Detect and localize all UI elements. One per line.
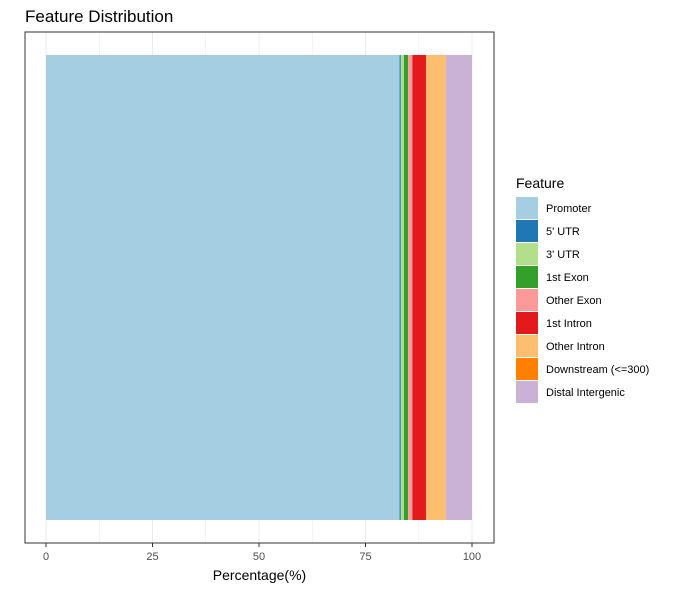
legend-label: Other Exon [546,295,602,307]
legend-swatch [516,381,538,403]
legend-item: Other Exon [516,289,602,311]
legend-item: 3' UTR [516,243,580,265]
x-axis-ticks: 0 25 50 75 100 [43,543,481,563]
legend-swatch [516,266,538,288]
bar-segment [412,55,426,520]
legend-label: Other Intron [546,341,605,353]
bar-segment [46,55,400,520]
x-tick-label: 0 [43,551,49,563]
x-axis-title: Percentage(%) [213,567,306,583]
bar-segment [445,55,472,520]
legend-swatch [516,197,538,219]
legend-label: Promoter [546,203,592,215]
legend-swatch [516,289,538,311]
legend-swatch [516,243,538,265]
legend-label: 1st Exon [546,272,589,284]
bar-segment [403,55,409,520]
x-tick-label: 75 [359,551,371,563]
legend-label: 5' UTR [546,226,580,238]
legend-item: 1st Exon [516,266,589,288]
legend-item: 1st Intron [516,312,592,334]
legend-item: Downstream (<=300) [516,358,649,380]
x-tick-label: 25 [146,551,158,563]
legend-title: Feature [516,175,564,191]
bar-segment [408,55,413,520]
legend-item: Other Intron [516,335,605,357]
legend-label: 1st Intron [546,318,592,330]
legend: Promoter 5' UTR 3' UTR 1st Exon Other Exon 1s… [516,197,649,403]
bar-segment [399,55,401,520]
legend-swatch [516,312,538,334]
stacked-bar [46,55,472,520]
legend-swatch [516,220,538,242]
legend-item: Distal Intergenic [516,381,625,403]
legend-swatch [516,335,538,357]
x-tick-label: 100 [463,551,481,563]
bar-segment [400,55,404,520]
legend-label: Downstream (<=300) [546,364,649,376]
legend-label: Distal Intergenic [546,387,625,399]
chart-title: Feature Distribution [25,7,173,26]
legend-item: Promoter [516,197,592,219]
bar-segment [425,55,446,520]
legend-item: 5' UTR [516,220,580,242]
legend-label: 3' UTR [546,249,580,261]
legend-swatch [516,358,538,380]
x-tick-label: 50 [253,551,265,563]
